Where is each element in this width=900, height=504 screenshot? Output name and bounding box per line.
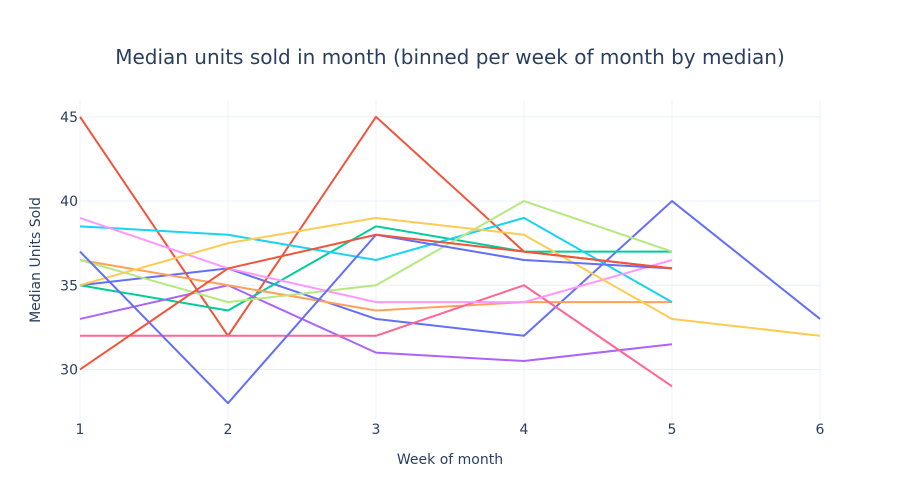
chart-title: Median units sold in month (binned per w… [115,45,785,69]
x-tick-label: 6 [816,422,825,438]
y-axis-ticks: 30 35 40 45 [60,110,78,379]
series-line-7 [80,284,673,388]
series-line-4 [79,284,673,363]
y-tick-label: 30 [60,362,78,378]
x-tick-label: 4 [520,422,529,438]
grid [79,100,821,420]
x-axis-title: Week of month [397,452,503,468]
y-tick-label: 45 [60,110,78,126]
series-line-10 [79,216,821,337]
x-axis-ticks: 1 2 3 4 5 6 [76,422,825,438]
series-line-8 [79,200,673,304]
x-tick-label: 5 [668,422,677,438]
series-line-9 [79,216,673,304]
series-line-6 [79,216,673,303]
x-tick-label: 1 [76,422,85,438]
x-tick-label: 3 [372,422,381,438]
y-tick-label: 40 [60,194,78,210]
series-line-1 [79,200,821,337]
y-tick-label: 35 [60,278,78,294]
series-line-12 [79,233,673,371]
series-line-5 [79,259,672,312]
x-tick-label: 2 [224,422,233,438]
plot-area [79,115,821,405]
y-axis-title: Median Units Sold [28,197,44,323]
